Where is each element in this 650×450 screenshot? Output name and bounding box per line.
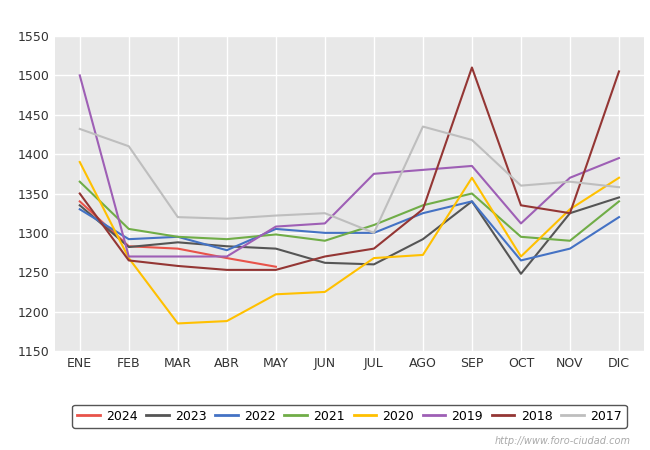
Text: http://www.foro-ciudad.com: http://www.foro-ciudad.com bbox=[495, 436, 630, 446]
Text: Afiliados en Villanueva de los Infantes a 31/5/2024: Afiliados en Villanueva de los Infantes … bbox=[131, 9, 519, 24]
Legend: 2024, 2023, 2022, 2021, 2020, 2019, 2018, 2017: 2024, 2023, 2022, 2021, 2020, 2019, 2018… bbox=[72, 405, 627, 428]
